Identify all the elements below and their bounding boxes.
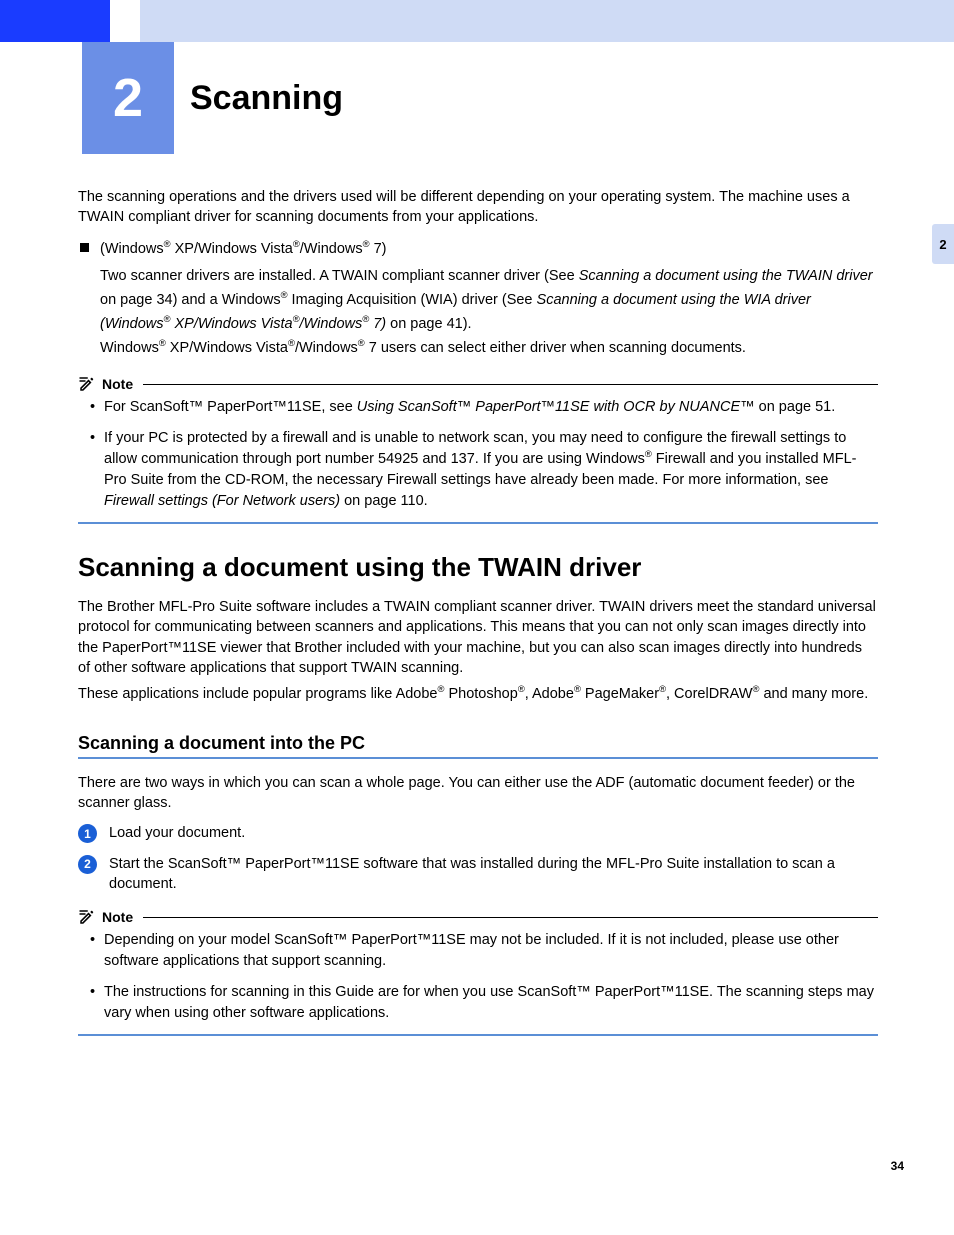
text: on page 34) and a Windows [100, 292, 281, 308]
step-item: 1 Load your document. [78, 823, 878, 843]
reg-mark: ® [358, 337, 365, 348]
note-header: Note [78, 375, 878, 393]
os-bullet-head: (Windows® XP/Windows Vista®/Windows® 7) [100, 239, 878, 259]
chapter-header: 2 Scanning [82, 42, 343, 154]
page-top-header [0, 0, 954, 42]
text: 7) [370, 241, 387, 257]
section-heading-into-pc: Scanning a document into the PC [78, 733, 878, 754]
header-blue-block [0, 0, 110, 42]
note-pencil-icon [78, 908, 96, 926]
reg-mark: ® [659, 684, 666, 695]
reg-mark: ® [574, 684, 581, 695]
note-item: The instructions for scanning in this Gu… [92, 982, 878, 1024]
chapter-title: Scanning [190, 79, 343, 118]
reg-mark: ® [293, 238, 300, 249]
note-item: For ScanSoft™ PaperPort™11SE, see Using … [92, 397, 878, 418]
text: Two scanner drivers are installed. A TWA… [100, 268, 579, 284]
step-text: Start the ScanSoft™ PaperPort™11SE softw… [109, 854, 878, 895]
note-rule [143, 384, 878, 385]
link-text: Firewall settings (For Network users) [104, 493, 340, 509]
text: 7 users can select either driver when sc… [365, 340, 746, 356]
page-number: 34 [891, 1159, 904, 1173]
text: These applications include popular progr… [78, 686, 438, 702]
note-header: Note [78, 908, 878, 926]
step-item: 2 Start the ScanSoft™ PaperPort™11SE sof… [78, 854, 878, 895]
note-item: If your PC is protected by a firewall an… [92, 428, 878, 512]
text: on page 110. [340, 493, 428, 509]
os-bullet-body: Two scanner drivers are installed. A TWA… [100, 265, 878, 361]
text: /Windows [295, 340, 358, 356]
note-end-rule [78, 522, 878, 524]
note-list-2: Depending on your model ScanSoft™ PaperP… [78, 930, 878, 1024]
note-pencil-icon [78, 375, 96, 393]
reg-mark: ® [281, 290, 288, 301]
body-paragraph: These applications include popular progr… [78, 684, 878, 704]
text: , CorelDRAW [666, 686, 752, 702]
step-list: 1 Load your document. 2 Start the ScanSo… [78, 823, 878, 894]
note-end-rule [78, 1034, 878, 1036]
step-number-badge: 2 [78, 855, 97, 874]
body-paragraph: There are two ways in which you can scan… [78, 773, 878, 814]
reg-mark: ® [363, 238, 370, 249]
text: (Windows [100, 241, 164, 257]
note-item: Depending on your model ScanSoft™ PaperP… [92, 930, 878, 972]
text: Imaging Acquisition (WIA) driver (See [288, 292, 537, 308]
header-light-block [140, 0, 954, 42]
note-label: Note [102, 376, 133, 392]
reg-mark: ® [645, 448, 652, 459]
text: on page 51. [755, 399, 836, 415]
text: and many more. [759, 686, 868, 702]
text: on page 41). [386, 316, 471, 332]
text: Photoshop [444, 686, 517, 702]
page-content: The scanning operations and the drivers … [78, 188, 878, 1036]
text: PageMaker [581, 686, 659, 702]
text: For ScanSoft™ PaperPort™11SE, see [104, 399, 357, 415]
text: XP/Windows Vista [171, 241, 293, 257]
section-heading-twain: Scanning a document using the TWAIN driv… [78, 552, 878, 583]
text: /Windows [300, 241, 363, 257]
note-label: Note [102, 909, 133, 925]
square-bullet-icon [80, 243, 89, 252]
link-text: Scanning a document using the TWAIN driv… [579, 268, 873, 284]
chapter-number-badge: 2 [82, 42, 174, 154]
link-text: Using ScanSoft™ PaperPort™11SE with OCR … [357, 399, 755, 415]
body-paragraph: The Brother MFL-Pro Suite software inclu… [78, 597, 878, 678]
os-bullet: (Windows® XP/Windows Vista®/Windows® 7) … [78, 239, 878, 361]
reg-mark: ® [164, 238, 171, 249]
side-chapter-tab: 2 [932, 224, 954, 264]
header-gap [110, 0, 140, 42]
step-number-badge: 1 [78, 824, 97, 843]
reg-mark: ® [288, 337, 295, 348]
reg-mark: ® [159, 337, 166, 348]
note-list-1: For ScanSoft™ PaperPort™11SE, see Using … [78, 397, 878, 512]
intro-paragraph: The scanning operations and the drivers … [78, 188, 878, 227]
note-rule [143, 917, 878, 918]
text: , Adobe [525, 686, 574, 702]
h3-rule [78, 757, 878, 759]
step-text: Load your document. [109, 823, 245, 843]
reg-mark: ® [518, 684, 525, 695]
text: Windows [100, 340, 159, 356]
text: XP/Windows Vista [166, 340, 288, 356]
